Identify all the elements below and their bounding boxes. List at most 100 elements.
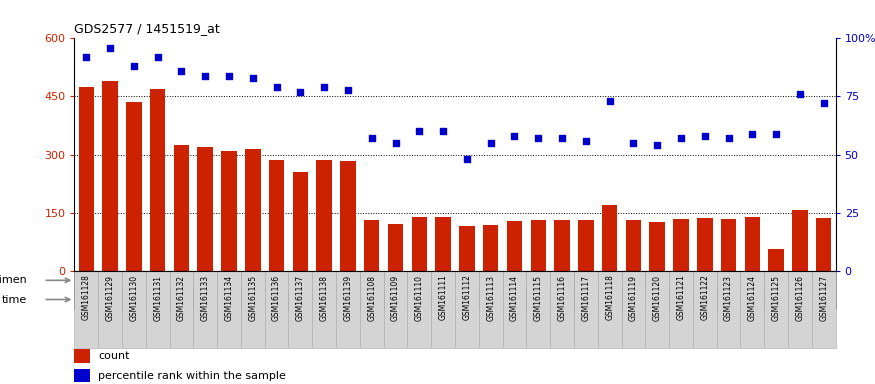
Bar [170, 271, 193, 348]
Point [722, 135, 736, 141]
Text: 48 h: 48 h [730, 295, 752, 305]
Point [103, 45, 117, 51]
Bar [578, 220, 593, 271]
Bar [812, 271, 836, 348]
Point [365, 135, 379, 141]
Bar [408, 271, 431, 348]
Bar [217, 271, 241, 348]
Text: GSM161132: GSM161132 [177, 275, 185, 321]
Bar [74, 271, 360, 290]
Bar [360, 290, 383, 309]
Point [412, 128, 426, 134]
Point [507, 133, 522, 139]
Bar [388, 224, 403, 271]
Bar [764, 290, 836, 309]
Bar [360, 271, 383, 348]
Bar [383, 271, 408, 348]
Bar [193, 271, 217, 348]
Bar [436, 217, 451, 271]
Text: developing liver: developing liver [172, 275, 262, 285]
Point [650, 142, 664, 148]
Text: 1 h: 1 h [400, 295, 415, 305]
Text: time: time [2, 295, 27, 305]
Point [793, 91, 807, 97]
Bar [74, 349, 90, 363]
Text: GSM161139: GSM161139 [344, 275, 353, 321]
Point [293, 89, 307, 95]
Text: GSM161124: GSM161124 [748, 275, 757, 321]
Bar [740, 271, 764, 348]
Bar [530, 220, 546, 271]
Text: 12 h: 12 h [539, 295, 561, 305]
Bar [816, 218, 831, 271]
Text: GSM161133: GSM161133 [200, 275, 210, 321]
Text: GSM161135: GSM161135 [248, 275, 257, 321]
Bar [598, 271, 621, 348]
Text: GSM161108: GSM161108 [368, 275, 376, 321]
Bar [146, 271, 170, 348]
Text: GSM161134: GSM161134 [225, 275, 234, 321]
Text: GSM161114: GSM161114 [510, 275, 519, 321]
Point [317, 84, 331, 90]
Point [816, 100, 830, 106]
Text: GSM161137: GSM161137 [296, 275, 304, 321]
Bar [768, 250, 784, 271]
Bar [292, 172, 308, 271]
Point [579, 137, 593, 144]
Text: 2 h: 2 h [447, 295, 463, 305]
Bar [717, 271, 740, 348]
Bar [555, 220, 570, 271]
Text: 30 h: 30 h [682, 295, 704, 305]
Bar [764, 271, 788, 348]
Text: GSM161129: GSM161129 [106, 275, 115, 321]
Bar [431, 271, 455, 348]
Bar [693, 271, 717, 348]
Text: GSM161122: GSM161122 [700, 275, 710, 320]
Bar [79, 87, 94, 271]
Text: 14.5 dpc: 14.5 dpc [243, 295, 286, 305]
Text: GSM161115: GSM161115 [534, 275, 542, 321]
Text: count: count [98, 351, 130, 361]
Point [603, 98, 617, 104]
Bar [221, 151, 237, 271]
Bar [431, 290, 479, 309]
Bar [411, 217, 427, 271]
Bar [336, 271, 360, 348]
Bar [621, 290, 669, 309]
Text: GSM161118: GSM161118 [606, 275, 614, 320]
Bar [621, 271, 646, 348]
Text: GSM161126: GSM161126 [795, 275, 804, 321]
Text: GSM161138: GSM161138 [319, 275, 329, 321]
Bar [697, 218, 712, 271]
Bar [717, 290, 764, 309]
Point [246, 75, 260, 81]
Text: 24 h: 24 h [634, 295, 656, 305]
Bar [312, 271, 336, 348]
Bar [574, 290, 621, 309]
Bar [245, 149, 261, 271]
Bar [455, 271, 479, 348]
Bar [126, 102, 142, 271]
Bar [340, 161, 355, 271]
Bar [527, 290, 574, 309]
Bar [669, 290, 717, 309]
Bar [98, 271, 122, 348]
Bar [479, 290, 527, 309]
Bar [265, 271, 289, 348]
Bar [383, 290, 431, 309]
Bar [360, 271, 836, 290]
Bar [241, 290, 289, 309]
Point [436, 128, 450, 134]
Bar [574, 271, 598, 348]
Text: GSM161127: GSM161127 [819, 275, 829, 321]
Text: GSM161119: GSM161119 [629, 275, 638, 321]
Bar [198, 147, 213, 271]
Text: GSM161136: GSM161136 [272, 275, 281, 321]
Text: percentile rank within the sample: percentile rank within the sample [98, 371, 286, 381]
Bar [317, 161, 332, 271]
Point [531, 135, 545, 141]
Text: GSM161111: GSM161111 [438, 275, 448, 320]
Point [484, 140, 498, 146]
Text: GSM161112: GSM161112 [462, 275, 472, 320]
Point [769, 131, 783, 137]
